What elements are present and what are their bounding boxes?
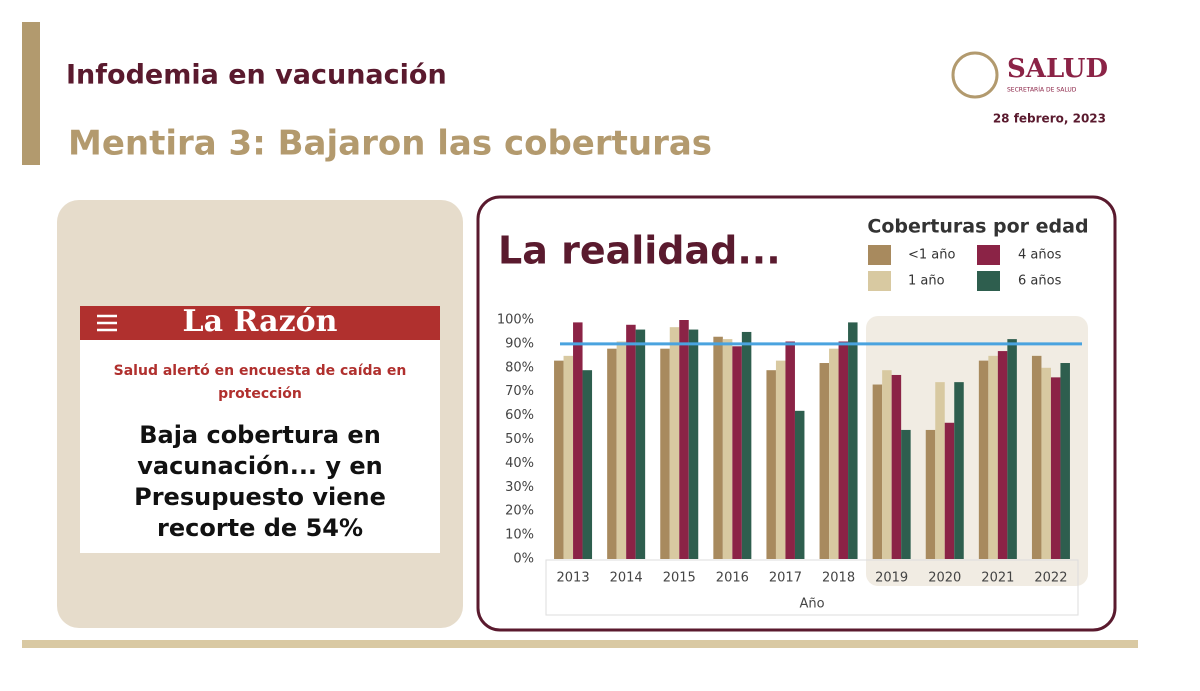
masthead: La Razón xyxy=(183,304,338,339)
bar xyxy=(838,341,849,559)
y-tick-label: 0% xyxy=(513,552,534,567)
x-tick-label: 2014 xyxy=(610,571,643,586)
y-tick-label: 50% xyxy=(505,432,534,447)
newspaper-header xyxy=(80,306,440,340)
title: Infodemia en vacunación xyxy=(66,60,447,91)
x-tick-label: 2020 xyxy=(928,571,961,586)
bar xyxy=(954,382,964,559)
legend-title: Coberturas por edad xyxy=(867,216,1088,238)
x-tick-label: 2019 xyxy=(875,571,908,586)
bar xyxy=(978,360,989,559)
bar xyxy=(785,341,795,559)
bar xyxy=(944,422,955,559)
x-tick-label: 2018 xyxy=(822,571,855,586)
legend-swatch xyxy=(977,245,1000,265)
bar xyxy=(607,348,617,559)
legend-label: 1 año xyxy=(908,274,945,289)
bar xyxy=(997,351,1008,559)
logo-sub: SECRETARÍA DE SALUD xyxy=(1007,87,1077,94)
bar xyxy=(1050,377,1061,559)
x-tick-label: 2016 xyxy=(716,571,749,586)
x-tick-label: 2015 xyxy=(663,571,696,586)
bar xyxy=(554,360,564,559)
bar xyxy=(713,336,723,559)
bar xyxy=(794,410,805,559)
x-tick-label: 2013 xyxy=(557,571,590,586)
y-tick-label: 80% xyxy=(505,360,534,375)
legend-label: 6 años xyxy=(1018,274,1062,289)
bar xyxy=(1031,355,1042,559)
bar xyxy=(1060,363,1070,559)
x-tick-label: 2022 xyxy=(1034,571,1067,586)
newspaper xyxy=(80,306,440,553)
bar xyxy=(688,329,699,559)
bar xyxy=(848,322,858,559)
bar xyxy=(891,374,902,559)
bar xyxy=(1041,367,1051,559)
legend-label: 4 años xyxy=(1018,248,1062,263)
bar xyxy=(660,348,670,559)
headline: Baja cobertura en vacunación... y en Pre… xyxy=(134,421,386,542)
bar xyxy=(573,322,583,559)
bar xyxy=(626,324,636,559)
accent-bar xyxy=(22,22,40,165)
logo-emblem xyxy=(951,51,999,99)
legend-swatch xyxy=(868,271,891,291)
bar xyxy=(732,346,742,559)
legend-swatch xyxy=(868,245,891,265)
bar xyxy=(925,429,936,559)
x-tick-label: 2021 xyxy=(981,571,1014,586)
legend-swatch xyxy=(977,271,1000,291)
bar xyxy=(988,355,998,559)
legend-label: <1 año xyxy=(908,248,956,263)
bar xyxy=(741,331,752,559)
footer-bar xyxy=(22,640,1138,648)
subtitle: Mentira 3: Bajaron las coberturas xyxy=(68,124,712,164)
bar xyxy=(901,429,911,559)
bar xyxy=(829,348,839,559)
x-axis-label: Año xyxy=(799,597,824,612)
y-tick-label: 60% xyxy=(505,408,534,423)
bar xyxy=(616,341,627,559)
y-tick-label: 10% xyxy=(505,528,534,543)
y-tick-label: 100% xyxy=(497,313,534,328)
x-axis-frame xyxy=(545,559,1079,616)
bar xyxy=(766,370,776,559)
bar xyxy=(669,327,680,559)
bar xyxy=(635,329,646,559)
kicker: Salud alertó en encuesta de caída en pro… xyxy=(113,363,407,402)
bar xyxy=(582,370,593,559)
bar xyxy=(775,360,786,559)
x-tick-label: 2017 xyxy=(769,571,802,586)
date: 28 febrero, 2023 xyxy=(993,112,1106,126)
bar xyxy=(563,355,574,559)
bar xyxy=(679,320,689,559)
bar xyxy=(935,382,945,559)
y-tick-label: 90% xyxy=(505,336,534,351)
menu-icon xyxy=(97,314,117,332)
logo: SALUD xyxy=(1007,54,1108,84)
chart-title: La realidad... xyxy=(498,229,781,273)
y-tick-label: 70% xyxy=(505,384,534,399)
y-tick-label: 20% xyxy=(505,504,534,519)
y-tick-label: 30% xyxy=(505,480,534,495)
bar xyxy=(722,339,733,559)
y-tick-label: 40% xyxy=(505,456,534,471)
bar xyxy=(882,370,892,559)
bar xyxy=(1007,339,1017,559)
bar xyxy=(872,384,883,559)
bar xyxy=(819,363,830,559)
